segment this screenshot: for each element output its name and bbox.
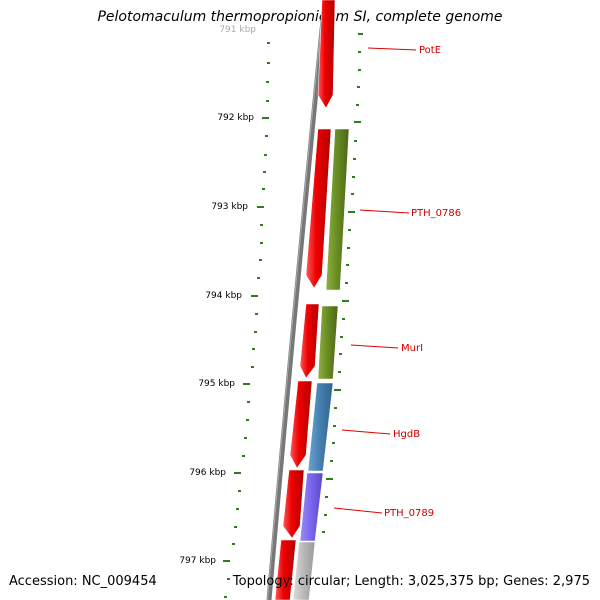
accession-text: Accession: NC_009454 (9, 574, 157, 589)
gene-label-pth0789: PTH_0789 (384, 508, 434, 519)
major-ticks-inner (223, 117, 269, 562)
gene-feature-red (299, 303, 320, 379)
gene-feature-red (282, 469, 305, 539)
genes-outer-lane (292, 128, 350, 600)
tick-label-791: 791 kbp (219, 25, 256, 35)
label-leader-lines (333, 47, 417, 514)
tick-label-792: 792 kbp (217, 113, 254, 123)
ticks-outer (322, 33, 363, 533)
gene-label-hgdb: HgdB (393, 429, 420, 440)
minor-ticks-inner (224, 42, 270, 598)
gene-feature-slateblue (299, 472, 324, 542)
tick-label-793: 793 kbp (211, 202, 248, 212)
genome-backbone-highlight (267, 0, 324, 600)
gene-feature-gray (292, 541, 316, 600)
gene-label-pth0786: PTH_0786 (411, 208, 461, 219)
tick-label-796: 796 kbp (189, 468, 226, 478)
gene-feature-olive (317, 305, 339, 380)
gene-feature-red (274, 539, 297, 600)
gene-label-muri: MurI (401, 343, 423, 354)
gene-labels: PotE PTH_0786 MurI HgdB PTH_0789 (384, 45, 461, 519)
gene-feature-steelblue (307, 382, 334, 472)
gene-feature-red (289, 380, 313, 469)
gene-label-pote: PotE (419, 45, 441, 56)
genome-summary-text: Topology: circular; Length: 3,025,375 bp… (232, 574, 590, 589)
page-title: Pelotomaculum thermopropionicum SI, comp… (97, 9, 503, 25)
tick-labels: 791 kbp 792 kbp 793 kbp 794 kbp 795 kbp … (179, 25, 256, 566)
tick-label-795: 795 kbp (198, 379, 235, 389)
genome-backbone (266, 0, 328, 600)
gene-feature-olive (325, 128, 350, 291)
gene-feature-red (317, 0, 336, 109)
tick-label-797: 797 kbp (179, 556, 216, 566)
gene-feature-red (305, 128, 332, 289)
genes-inner-lane (274, 0, 336, 600)
tick-label-794: 794 kbp (205, 291, 242, 301)
